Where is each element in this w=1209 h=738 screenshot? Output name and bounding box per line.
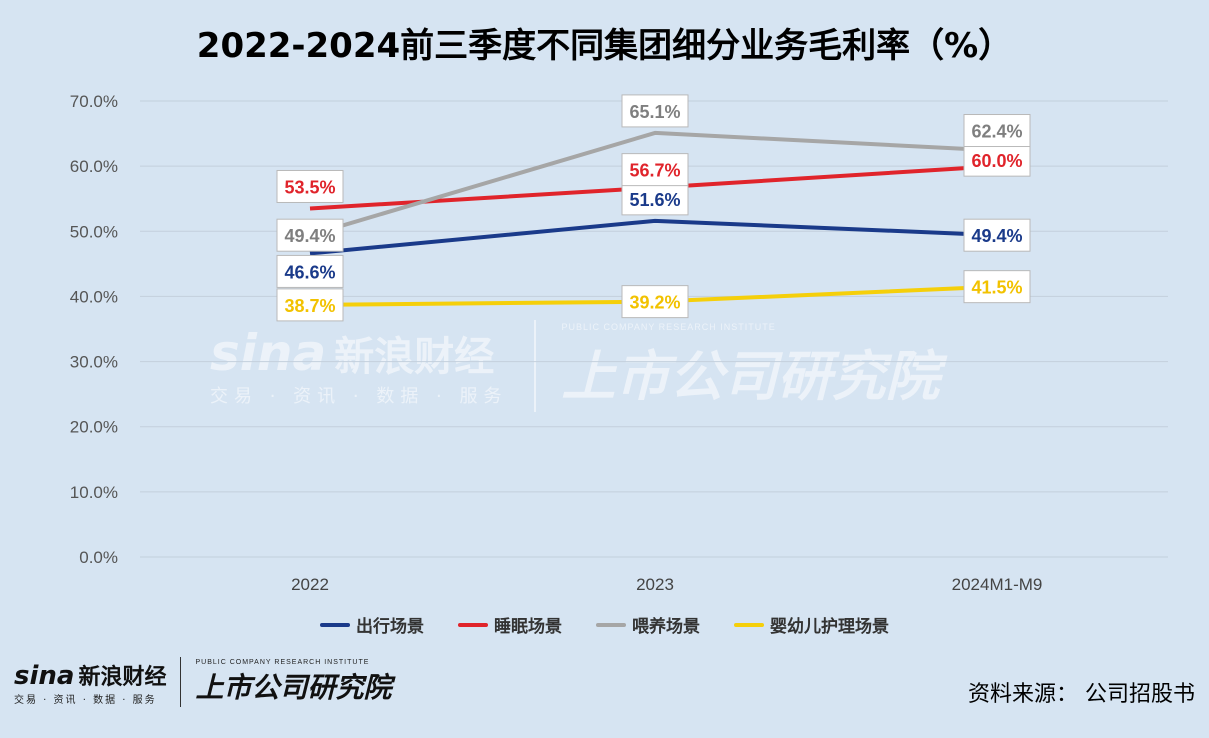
y-tick-label: 20.0% (70, 418, 118, 437)
y-tick-label: 60.0% (70, 157, 118, 176)
legend: 出行场景 睡眠场景 喂养场景 婴幼儿护理场景 (0, 612, 1209, 637)
legend-swatch (320, 622, 350, 627)
legend-item: 喂养场景 (596, 612, 700, 637)
data-label: 46.6% (284, 262, 335, 282)
source-note: 资料来源： 公司招股书 (968, 682, 1195, 707)
legend-swatch (734, 622, 764, 627)
data-label: 39.2% (629, 293, 680, 313)
data-label: 56.7% (629, 161, 680, 181)
legend-label: 喂养场景 (632, 617, 700, 637)
data-label-box (963, 270, 1031, 304)
sina-logo-cn: 新浪财经 (78, 664, 167, 690)
data-label-box (276, 288, 344, 322)
legend-label: 出行场景 (356, 617, 424, 637)
y-tick-label: 10.0% (70, 483, 118, 502)
y-tick-label: 30.0% (70, 353, 118, 372)
y-tick-label: 70.0% (70, 92, 118, 111)
x-tick-label: 2022 (291, 575, 329, 594)
data-label: 38.7% (284, 296, 335, 316)
data-label-box (963, 114, 1031, 148)
data-label: 53.5% (284, 177, 335, 197)
legend-swatch (596, 622, 626, 627)
footer-brand: sina 新浪财经 交易 · 资讯 · 数据 · 服务 PUBLIC COMPA… (14, 652, 391, 712)
sina-logo: sina 新浪财经 交易 · 资讯 · 数据 · 服务 (14, 659, 166, 706)
y-tick-label: 50.0% (70, 222, 118, 241)
data-label: 49.4% (971, 226, 1022, 246)
legend-item: 出行场景 (320, 612, 424, 637)
data-label-box (963, 143, 1031, 177)
institute-logo-sub: PUBLIC COMPANY RESEARCH INSTITUTE (195, 658, 370, 666)
data-label: 62.4% (971, 122, 1022, 142)
data-label-box (621, 285, 689, 319)
x-tick-label: 2024M1-M9 (952, 575, 1043, 594)
y-tick-label: 40.0% (70, 287, 118, 306)
x-tick-label: 2023 (636, 575, 674, 594)
chart-title: 2022-2024前三季度不同集团细分业务毛利率（%） (196, 26, 1013, 66)
data-label-box (621, 94, 689, 128)
data-label-box (621, 153, 689, 187)
data-label: 60.0% (971, 151, 1022, 171)
data-label-box (276, 169, 344, 203)
legend-swatch (458, 622, 488, 627)
sina-logo-word: sina (14, 660, 75, 691)
legend-item: 睡眠场景 (458, 612, 562, 637)
data-label: 41.5% (971, 278, 1022, 298)
legend-item: 婴幼儿护理场景 (734, 612, 889, 637)
data-label-box (276, 218, 344, 252)
sina-logo-sub: 交易 · 资讯 · 数据 · 服务 (14, 694, 157, 706)
y-tick-label: 0.0% (79, 548, 118, 567)
data-label: 49.4% (284, 226, 335, 246)
brand-divider (180, 657, 182, 707)
series-line (309, 218, 998, 256)
data-label: 65.1% (629, 102, 680, 122)
data-label-box (276, 254, 344, 288)
legend-label: 睡眠场景 (494, 617, 562, 637)
data-label-box (621, 182, 689, 216)
data-label-box (963, 218, 1031, 252)
legend-label: 婴幼儿护理场景 (770, 617, 889, 637)
data-label: 51.6% (629, 190, 680, 210)
institute-logo-main: 上市公司研究院 (195, 670, 392, 704)
institute-logo: PUBLIC COMPANY RESEARCH INSTITUTE 上市公司研究… (195, 659, 391, 706)
series-line (309, 130, 998, 238)
